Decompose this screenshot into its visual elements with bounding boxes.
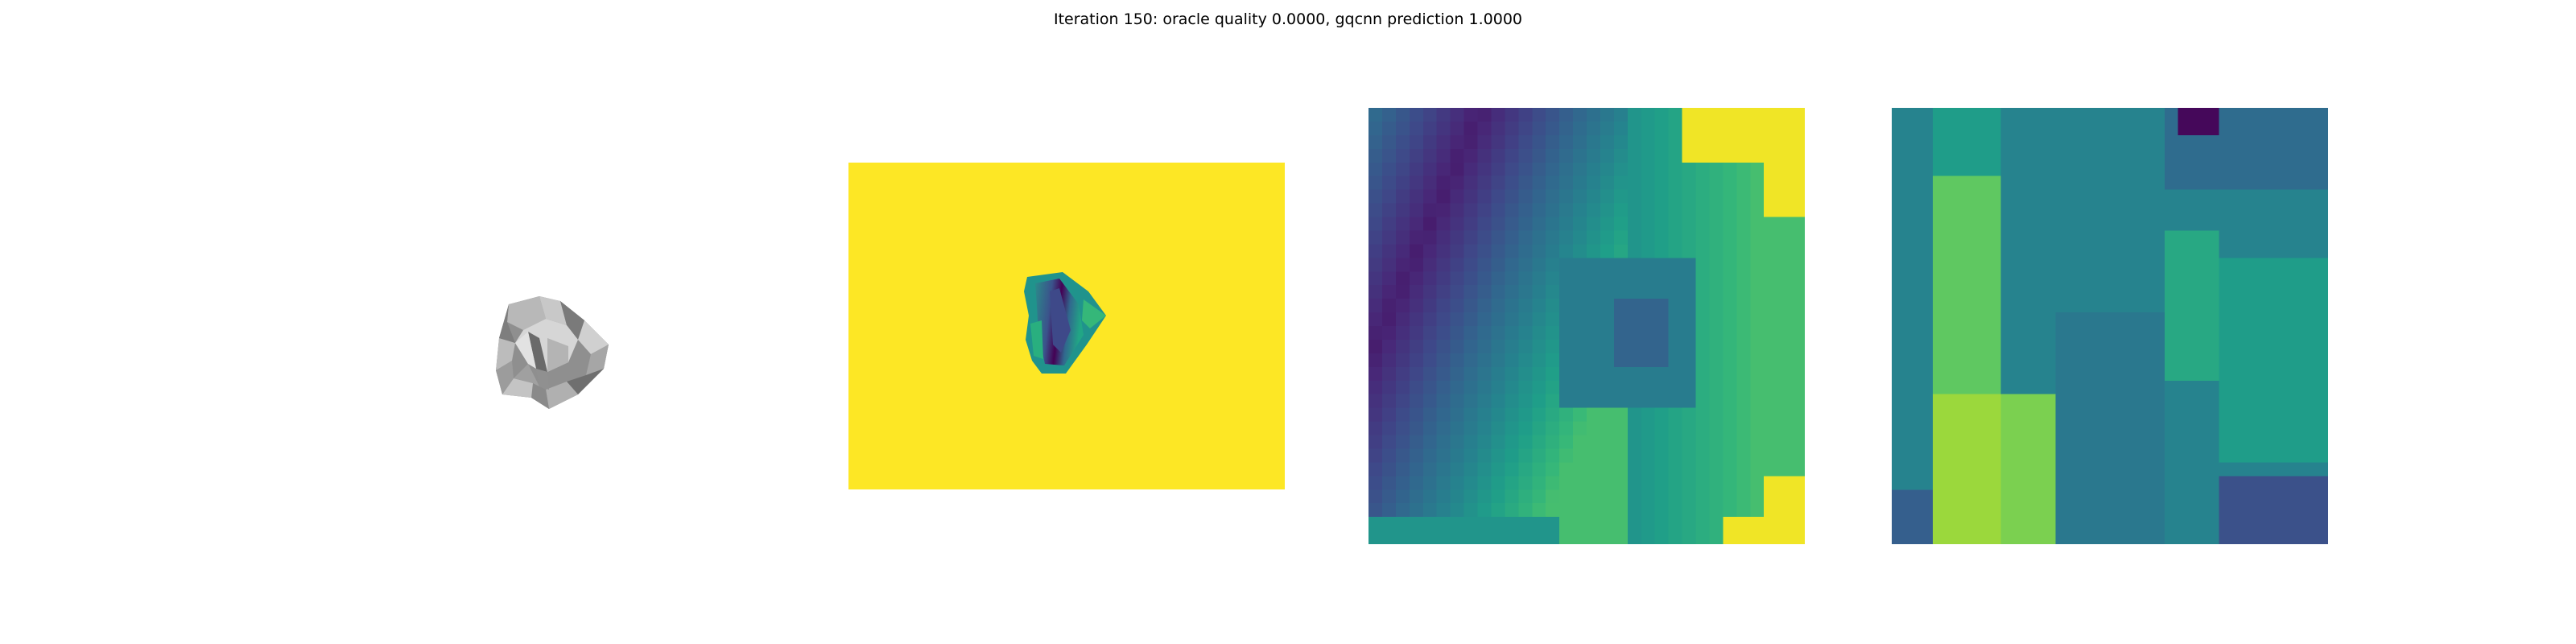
- object-mesh-render: [496, 296, 609, 409]
- figure-title: Iteration 150: oracle quality 0.0000, gq…: [1053, 10, 1522, 28]
- depth-crop-pixels: [1368, 108, 1805, 544]
- depth-image: [848, 163, 1285, 489]
- grasp-crop-pixels: [1892, 108, 2328, 544]
- object-depth-region: [1024, 272, 1106, 374]
- grasp-crop-image: [1892, 108, 2328, 544]
- depth-crop-image: [1368, 108, 1805, 544]
- color-render-image: [496, 296, 609, 409]
